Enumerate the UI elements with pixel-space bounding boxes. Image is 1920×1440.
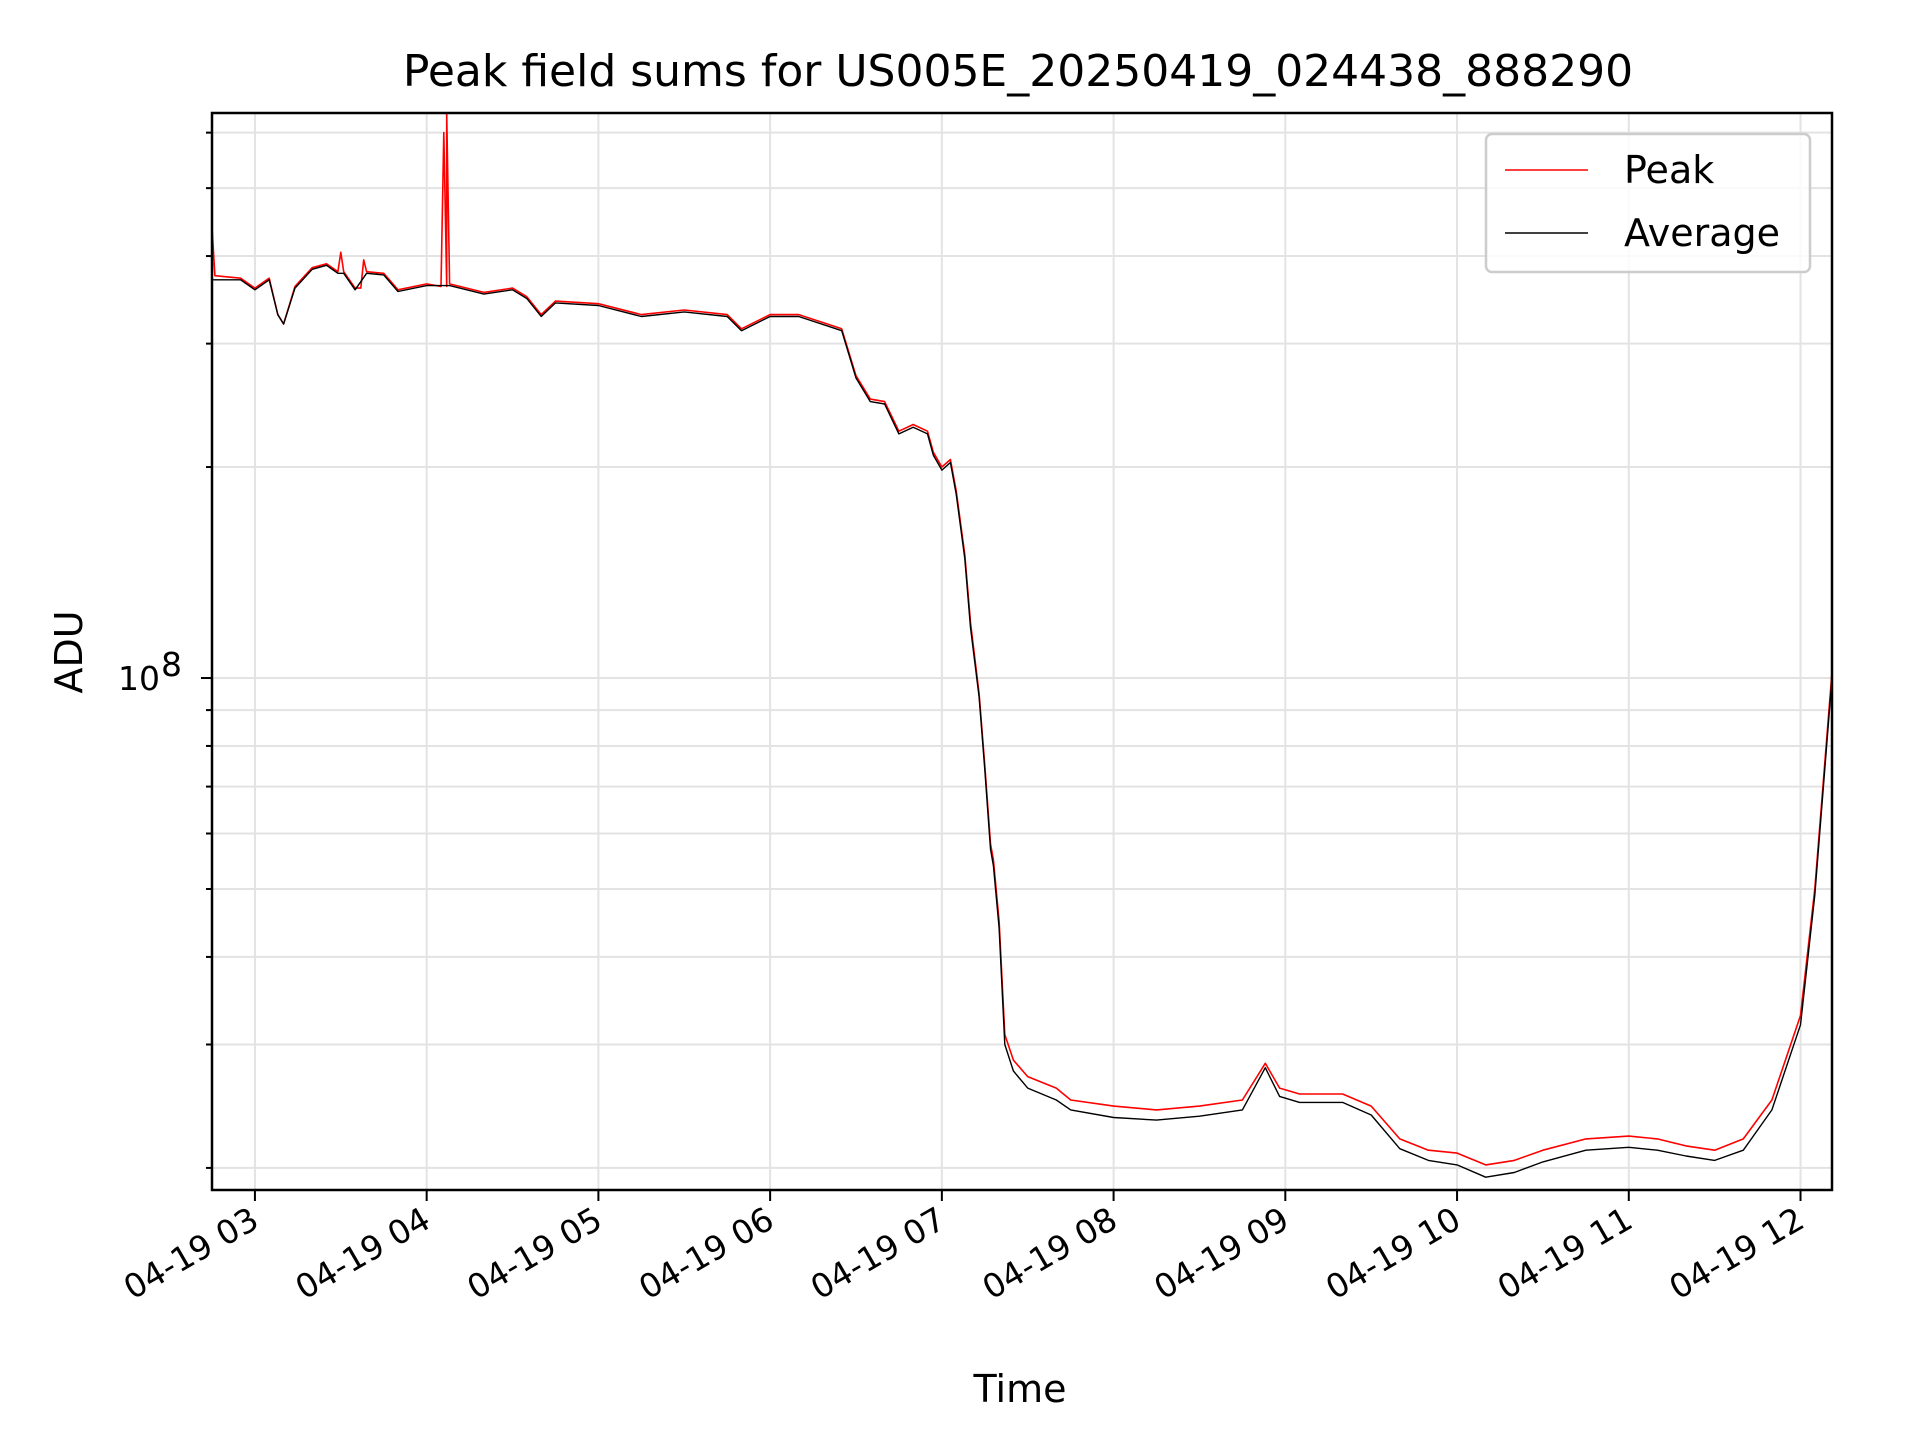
x-axis-ticks: 04-19 03 04-19 04 04-19 05 04-19 06 04-19 07… xyxy=(117,1190,1811,1307)
y-tick-base: 10 xyxy=(118,659,160,698)
plot-frame xyxy=(210,111,1834,1192)
y-axis-label: ADU xyxy=(47,610,91,693)
x-tick-label: 04-19 07 xyxy=(804,1199,952,1307)
x-tick-label: 04-19 06 xyxy=(632,1199,780,1307)
x-tick-label: 04-19 09 xyxy=(1147,1199,1295,1307)
x-tick-label: 04-19 12 xyxy=(1663,1199,1811,1307)
legend-label-average: Average xyxy=(1624,211,1780,255)
legend-box xyxy=(1484,132,1812,274)
legend-label-peak: Peak xyxy=(1624,148,1714,192)
y-minor-gridlines xyxy=(212,131,1832,1169)
x-tick-label: 04-19 04 xyxy=(289,1199,437,1307)
plot-lines xyxy=(211,112,1833,1178)
x-tick-label: 04-19 08 xyxy=(976,1199,1124,1307)
x-tick-label: 04-19 03 xyxy=(117,1199,265,1307)
x-tick-label: 04-19 10 xyxy=(1319,1199,1467,1307)
y-tick-exponent: 8 xyxy=(161,645,182,684)
x-axis-label: Time xyxy=(973,1367,1067,1411)
y-tick-label: 10 xyxy=(118,659,160,698)
legend: Peak Average xyxy=(1484,132,1812,274)
series-line-peak xyxy=(211,112,1833,1166)
chart-title: Peak field sums for US005E_20250419_0244… xyxy=(403,46,1633,97)
series-line-average xyxy=(212,264,1833,1178)
y-axis-ticks: 10 8 xyxy=(118,131,212,1169)
gridlines xyxy=(212,113,1832,1190)
x-tick-label: 04-19 05 xyxy=(460,1199,608,1307)
x-tick-label: 04-19 11 xyxy=(1491,1199,1639,1307)
